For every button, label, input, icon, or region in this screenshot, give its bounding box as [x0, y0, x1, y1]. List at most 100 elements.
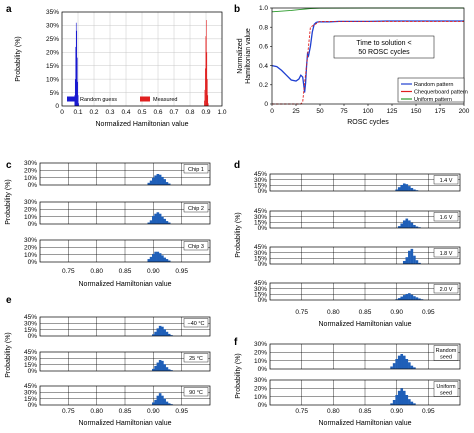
bar: [156, 362, 160, 371]
bar: [400, 388, 404, 405]
y-tick-label: 30%: [254, 377, 267, 384]
bar: [161, 216, 164, 224]
bar: [205, 36, 207, 106]
subplot-label: Chip 1: [188, 167, 204, 173]
y-tick-label: 0%: [258, 225, 268, 232]
y-tick-label: 20%: [24, 207, 37, 214]
x-tick-label: 0.7: [169, 109, 178, 116]
bar: [147, 222, 151, 224]
x-tick-label: 0.75: [62, 408, 75, 415]
bar: [158, 253, 162, 262]
bar: [158, 393, 162, 405]
bar: [402, 260, 406, 264]
subplot-frame: [269, 210, 461, 229]
y-tick-label: 15%: [24, 362, 37, 369]
subplot-label: Chip 3: [188, 244, 204, 250]
y-tick-label: 0%: [258, 188, 268, 195]
x-tick-label: 0.85: [359, 408, 372, 415]
y-tick-label: 0: [55, 103, 59, 110]
y-tick-label: 30%: [24, 390, 37, 397]
bar: [156, 212, 160, 224]
y-tick-label: 30%: [24, 321, 37, 328]
bar: [413, 189, 416, 191]
x-tick-label: 75: [340, 108, 348, 115]
subplot-frame: [269, 379, 461, 406]
x-tick-label: 175: [435, 108, 446, 115]
y-tick-label: 30%: [24, 160, 37, 167]
subplot-e-2: 0%15%30%45% 90 °C: [24, 383, 211, 409]
bar: [154, 399, 157, 405]
bar: [156, 174, 160, 185]
subplot-frame: [269, 343, 461, 370]
y-tick-label: 10%: [254, 358, 267, 365]
y-tick-label: 0%: [258, 297, 268, 304]
bar: [156, 328, 160, 336]
y-tick-label: 10%: [46, 76, 59, 83]
subplot-label-box: [433, 248, 459, 258]
x-tick-label: 0.90: [390, 408, 403, 415]
legend-label: Chequerboard pattern: [414, 90, 468, 96]
y-tick-label: 0.6: [259, 44, 268, 51]
y-tick-label: 15%: [254, 183, 267, 190]
chart-e: 0%15%30%45%−40 °C0%15%30%45%25 °C0%15%30…: [5, 314, 211, 427]
bar: [405, 257, 409, 264]
bar: [408, 362, 411, 369]
x-tick-label: 0.80: [90, 268, 103, 275]
y-axis-label: Probability (%): [235, 353, 242, 399]
bar: [163, 257, 166, 262]
x-tick-label: 0.90: [147, 268, 160, 275]
bar: [402, 220, 406, 228]
y-tick-label: 20%: [24, 245, 37, 252]
bar: [165, 367, 169, 371]
subplot-label-line-1: Uniform: [436, 384, 456, 390]
plot-frame-b: [271, 7, 465, 105]
y-tick-label: 20%: [254, 350, 267, 357]
y-tick-label: 45%: [24, 383, 37, 390]
bar: [408, 293, 411, 300]
y-axis-label: Probability (%): [235, 212, 242, 258]
subplot-label-box: [183, 241, 209, 251]
y-tick-label: 0%: [28, 182, 38, 189]
y-tick-label: 30%: [24, 199, 37, 206]
x-tick-label: 200: [459, 108, 470, 115]
bar: [147, 182, 151, 185]
x-tick-label: 1.0: [217, 109, 226, 116]
y-tick-label: 20%: [46, 49, 59, 56]
y-axis-label: Probability (%): [5, 179, 12, 225]
bar: [163, 218, 166, 224]
x-tick-label: 0.75: [62, 268, 75, 275]
bar: [402, 183, 406, 191]
bar: [410, 365, 414, 369]
bar: [163, 364, 166, 371]
legend-label: Uniform pattern: [414, 97, 452, 103]
bar: [147, 259, 151, 262]
subplot-frame: [269, 173, 461, 192]
chart-f: 0%10%20%30%Randomseed0%10%20%30%Uniforms…: [235, 341, 461, 427]
y-tick-label: 10%: [24, 252, 37, 259]
bar: [154, 175, 157, 185]
bar: [205, 68, 206, 106]
y-tick-label: 45%: [254, 208, 267, 215]
bar: [156, 395, 160, 405]
x-axis-label: Normalized Hamiltonian value: [319, 321, 412, 328]
bar: [397, 390, 401, 405]
bar: [154, 365, 157, 371]
bar: [76, 57, 78, 106]
bar: [76, 30, 78, 106]
y-tick-label: 30%: [254, 250, 267, 257]
panel-label-a: a: [6, 4, 12, 15]
bar: [206, 52, 208, 106]
bar: [408, 220, 411, 228]
bar: [207, 95, 209, 106]
subplot-c-0: 0%10%20%30% Chip 1: [24, 160, 211, 189]
bar: [161, 326, 164, 336]
charts-layer: 0 0.1 0.2 0.3 0.4 0.5 0.6 0.7 0.8 0.9 1.0 0 5% 10% 15%…: [5, 5, 470, 427]
subplot-frame: [39, 162, 211, 186]
subplot-label-line-1: Random: [436, 348, 457, 354]
x-tick-label: 0.3: [105, 109, 114, 116]
bar: [395, 359, 398, 369]
bar: [413, 367, 416, 369]
bar: [395, 299, 398, 300]
